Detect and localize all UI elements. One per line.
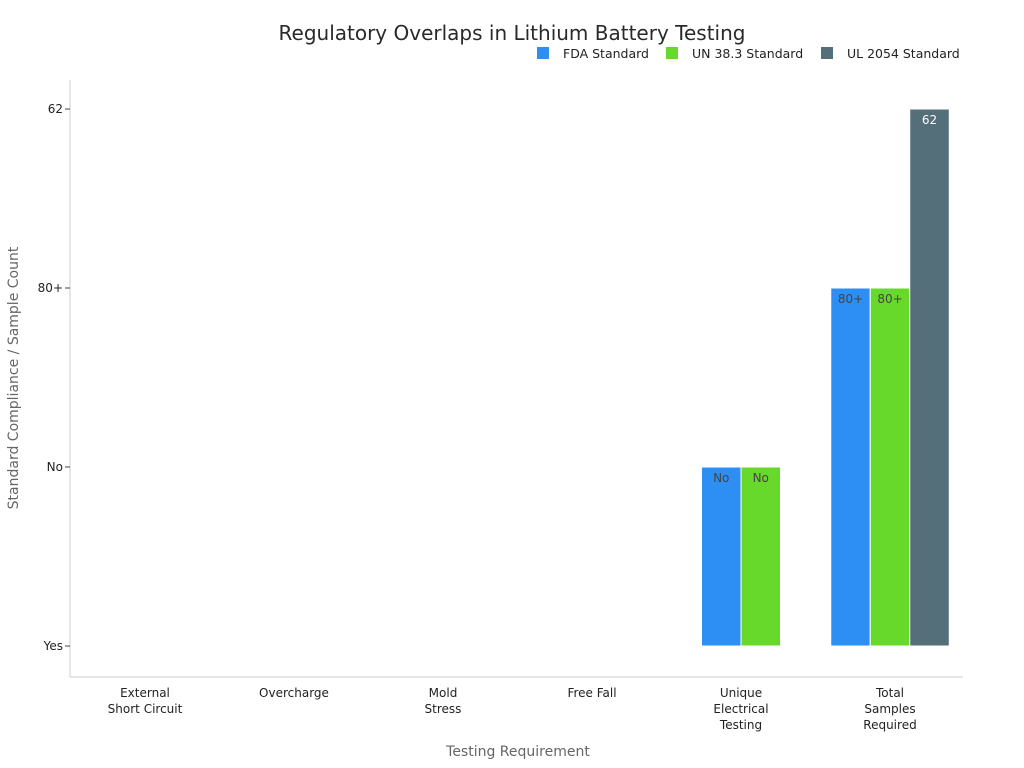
x-tick-label: Stress [425,702,462,716]
data-label: No [713,471,729,485]
x-axis-label: Testing Requirement [445,744,590,760]
bar [740,466,781,647]
data-label: 80+ [838,292,863,306]
x-tick-label: Unique [720,686,762,700]
bar [701,466,742,647]
x-tick-label: Mold [429,686,458,700]
y-tick-label: 62 [48,102,63,116]
x-tick-label: Total [875,686,904,700]
x-tick-label: External [120,686,170,700]
x-tick-label: Electrical [713,702,768,716]
x-tick-label: Samples [864,702,915,716]
bar [830,287,871,647]
legend-label: FDA Standard [563,46,649,61]
legend-swatch [537,47,549,59]
legend-label: UN 38.3 Standard [692,46,803,61]
y-axis-label: Standard Compliance / Sample Count [6,246,22,509]
y-tick-label: 80+ [38,281,63,295]
data-label: 80+ [877,292,902,306]
y-tick-label: No [47,460,63,474]
x-tick-label: Short Circuit [108,702,183,716]
x-tick-label: Overcharge [259,686,329,700]
data-label: 62 [922,113,937,127]
legend-swatch [821,47,833,59]
bar [869,287,911,647]
y-tick-label: Yes [43,639,63,653]
x-tick-label: Free Fall [567,686,616,700]
bar [909,108,950,647]
data-label: No [753,471,769,485]
legend-label: UL 2054 Standard [847,46,960,61]
legend-swatch [666,47,678,59]
chart-title: Regulatory Overlaps in Lithium Battery T… [279,21,746,45]
x-tick-label: Testing [719,718,762,732]
x-tick-label: Required [863,718,916,732]
